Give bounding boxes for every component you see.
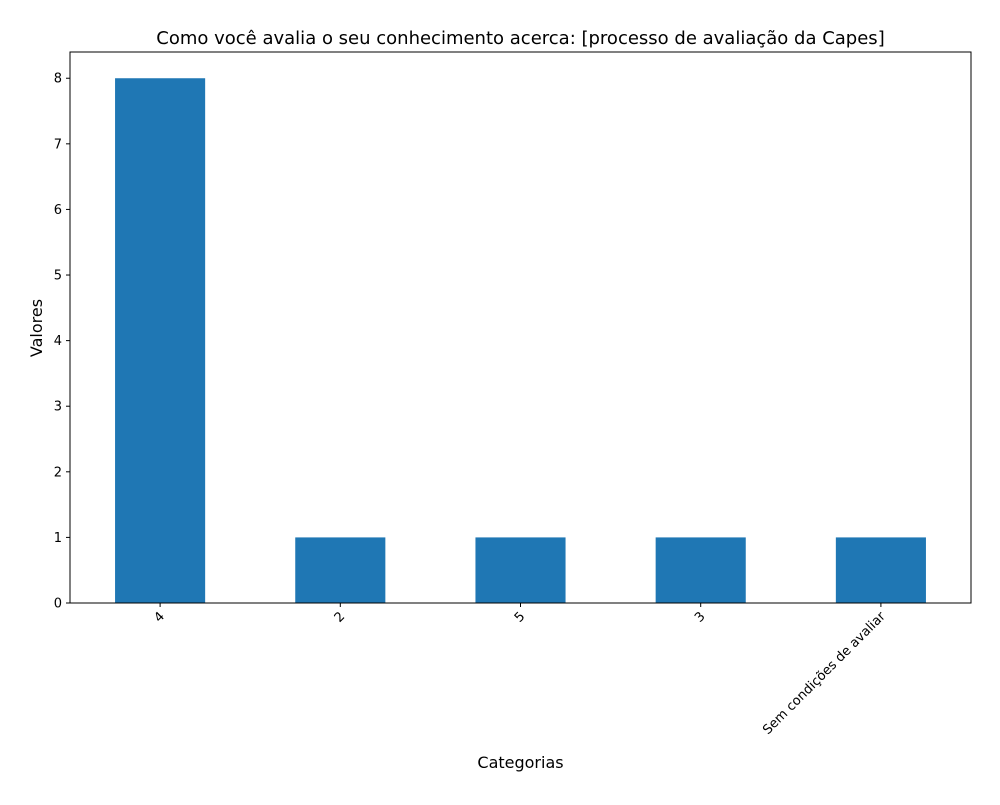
y-axis-label: Valores	[27, 299, 46, 357]
y-tick-label-8: 8	[54, 72, 62, 87]
y-tick-label-3: 3	[54, 400, 62, 415]
y-tick-label-0: 0	[54, 597, 62, 612]
y-tick-label-1: 1	[54, 531, 62, 546]
y-tick-label-2: 2	[54, 465, 62, 480]
y-tick-label-5: 5	[54, 269, 62, 284]
x-tick-label-0: 4	[151, 609, 167, 625]
bar-2	[475, 537, 566, 603]
x-tick-label-2: 5	[512, 609, 528, 625]
plot-area	[69, 51, 972, 604]
y-tick-label-6: 6	[54, 203, 62, 218]
bar-4	[835, 537, 926, 603]
y-tick-label-7: 7	[54, 137, 62, 152]
x-axis: 4 2 5 3 Sem condições de avaliar	[151, 603, 889, 738]
bar-3	[655, 537, 746, 603]
x-tick-label-4: Sem condições de avaliar	[760, 609, 889, 738]
x-axis-label: Categorias	[477, 753, 563, 772]
x-tick-label-1: 2	[332, 609, 348, 625]
y-tick-label-4: 4	[54, 334, 62, 349]
y-axis: 0 1 2 3 4 5 6 7 8	[54, 72, 70, 612]
bar-0	[115, 78, 206, 603]
x-tick-label-3: 3	[692, 609, 708, 625]
chart-title: Como você avalia o seu conhecimento acer…	[156, 28, 884, 49]
bar-1	[295, 537, 386, 603]
